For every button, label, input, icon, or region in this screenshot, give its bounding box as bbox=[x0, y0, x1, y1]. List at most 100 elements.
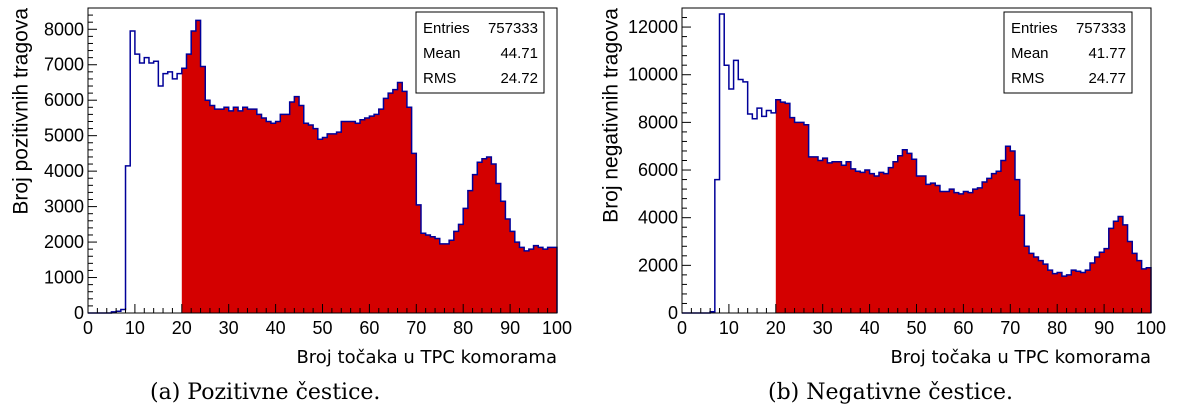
histogram-bin bbox=[1104, 249, 1109, 313]
histogram-bin bbox=[1053, 274, 1058, 313]
histogram-outline bbox=[88, 19, 558, 314]
histogram-bin bbox=[482, 159, 487, 313]
histogram-bin bbox=[1099, 252, 1104, 313]
x-tick-label: 0 bbox=[83, 318, 93, 338]
histogram-bin bbox=[884, 174, 889, 313]
y-tick-label: 8000 bbox=[638, 112, 678, 132]
histogram-panel-a: 0 10 20 30 40 50 60 70 80 90 100010002000300040005… bbox=[10, 7, 572, 368]
y-tick-label: 12000 bbox=[628, 17, 678, 37]
x-tick-label: 10 bbox=[125, 318, 145, 338]
y-tick-label: 1000 bbox=[44, 268, 84, 288]
histogram-bin bbox=[893, 162, 898, 313]
histogram-bin bbox=[1029, 253, 1034, 313]
histogram-bin bbox=[332, 134, 337, 313]
histogram-bin bbox=[290, 102, 295, 313]
x-tick-label: 50 bbox=[906, 318, 926, 338]
x-tick-label: 80 bbox=[453, 318, 473, 338]
histogram-bin bbox=[1113, 221, 1118, 313]
stats-value: 24.72 bbox=[500, 70, 538, 87]
histogram-bin bbox=[360, 120, 365, 313]
x-tick-label: 40 bbox=[266, 318, 286, 338]
stats-label: Entries bbox=[1011, 20, 1058, 37]
x-tick-label: 20 bbox=[172, 318, 192, 338]
stats-value: 24.77 bbox=[1088, 70, 1126, 87]
histogram-bin bbox=[519, 247, 524, 313]
histogram-bin bbox=[748, 114, 753, 313]
histogram-bin bbox=[383, 98, 388, 313]
histogram-bin bbox=[243, 107, 248, 313]
x-tick-label: 60 bbox=[359, 318, 379, 338]
histogram-bin bbox=[1034, 257, 1039, 313]
histogram-bin bbox=[738, 79, 743, 313]
histogram-bin bbox=[515, 242, 520, 313]
histogram-bin bbox=[785, 103, 790, 313]
y-tick-label: 10000 bbox=[628, 65, 678, 85]
x-axis-title: Broj točaka u TPC komorama bbox=[296, 347, 557, 368]
histogram-bin bbox=[743, 82, 748, 313]
histogram-bin bbox=[977, 188, 982, 313]
histogram-bin bbox=[757, 108, 762, 313]
histogram-bin bbox=[379, 109, 384, 313]
histogram-bin bbox=[318, 139, 323, 313]
histogram-bin bbox=[538, 247, 543, 313]
histogram-bin bbox=[1038, 261, 1043, 313]
histogram-bin bbox=[776, 100, 781, 313]
histogram-bin bbox=[982, 182, 987, 313]
histogram-bin bbox=[205, 100, 210, 313]
histogram-bin bbox=[846, 162, 851, 313]
histogram-bin bbox=[973, 189, 978, 313]
caption-b: (b) Negativne čestice. bbox=[768, 380, 1014, 405]
histogram-bin bbox=[931, 183, 936, 313]
histogram-bin bbox=[879, 172, 884, 313]
histogram-bin bbox=[271, 123, 276, 313]
stats-box: Entries 757333 Mean 41.77 RMS 24.77 bbox=[1003, 11, 1133, 94]
y-tick-label: 6000 bbox=[44, 90, 84, 110]
histogram-bin bbox=[149, 63, 154, 313]
histogram-bin bbox=[144, 58, 149, 313]
histogram-bin bbox=[832, 162, 837, 313]
histogram-bin bbox=[959, 194, 964, 313]
x-tick-label: 60 bbox=[953, 318, 973, 338]
histogram-bin bbox=[215, 109, 220, 313]
histogram-bin bbox=[435, 239, 440, 313]
histogram-bin bbox=[865, 170, 870, 313]
histogram-bin bbox=[505, 219, 510, 313]
histogram-bin bbox=[534, 246, 539, 313]
histogram-bin bbox=[949, 189, 954, 313]
histogram-bin bbox=[856, 171, 861, 313]
histogram-bin bbox=[921, 176, 926, 313]
caption-a: (a) Pozitivne čestice. bbox=[150, 380, 381, 405]
histogram-bin bbox=[426, 235, 431, 313]
histogram-bin bbox=[172, 79, 177, 313]
histogram-bin bbox=[912, 159, 917, 313]
histogram-bin bbox=[963, 191, 968, 313]
histogram-bin bbox=[369, 116, 374, 313]
x-tick-label: 100 bbox=[542, 318, 572, 338]
histogram-bin bbox=[917, 176, 922, 313]
histogram-fill bbox=[181, 20, 558, 314]
histogram-bin bbox=[163, 74, 168, 313]
y-tick-label: 0 bbox=[668, 303, 678, 323]
histogram-bin bbox=[818, 161, 823, 314]
histogram-outline bbox=[682, 13, 1152, 314]
histogram-bin bbox=[454, 231, 459, 313]
histogram-bin bbox=[238, 111, 243, 313]
x-tick-label: 30 bbox=[219, 318, 239, 338]
histogram-bin bbox=[327, 134, 332, 313]
histogram-bin bbox=[421, 233, 426, 313]
histogram-bin bbox=[299, 106, 304, 313]
histogram-bin bbox=[762, 116, 767, 313]
histogram-bin bbox=[780, 102, 785, 313]
histogram-bin bbox=[449, 240, 454, 313]
histogram-bin bbox=[323, 137, 328, 313]
x-tick-label: 80 bbox=[1047, 318, 1067, 338]
y-tick-label: 7000 bbox=[44, 55, 84, 75]
histogram-bin bbox=[771, 113, 776, 313]
histogram-bin bbox=[1142, 269, 1147, 313]
histogram-bin bbox=[1118, 216, 1123, 313]
histogram-bin bbox=[459, 224, 464, 313]
histogram-bin bbox=[285, 114, 290, 313]
histogram-bin bbox=[252, 109, 257, 313]
histogram-bin bbox=[365, 118, 370, 313]
